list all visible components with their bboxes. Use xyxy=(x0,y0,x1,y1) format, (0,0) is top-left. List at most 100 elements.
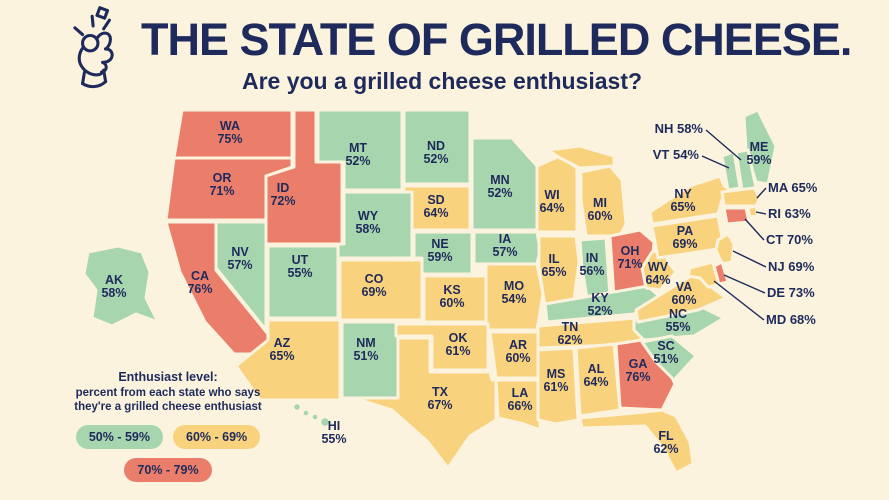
state-shape-hi xyxy=(311,413,319,421)
callout-label-ri: RI 63% xyxy=(768,206,811,221)
state-label-al: AL 64% xyxy=(583,362,608,389)
state-label-va: VA 60% xyxy=(671,280,696,307)
callout-label-nj: NJ 69% xyxy=(768,259,815,274)
state-shape-hi xyxy=(302,409,310,417)
callout-line-nj xyxy=(732,250,767,268)
state-label-wy: WY 58% xyxy=(355,209,380,236)
state-shape-wv xyxy=(640,248,678,292)
state-label-ny: NY 65% xyxy=(670,187,695,214)
state-shape-va xyxy=(634,272,728,324)
callout-line-ct xyxy=(744,218,765,241)
state-label-nv: NV 57% xyxy=(227,245,252,272)
state-label-mi: MI 60% xyxy=(587,196,612,223)
state-shape-ok xyxy=(394,322,490,372)
state-label-la: LA 66% xyxy=(507,386,532,413)
state-label-ca: CA 76% xyxy=(187,269,212,296)
state-shape-al xyxy=(574,342,622,418)
callout-label-vt: VT 54% xyxy=(653,147,700,162)
callout-label-nh: NH 58% xyxy=(655,121,704,136)
legend-bucket-60-69: 60% - 69% xyxy=(173,424,261,449)
state-label-fl: FL 62% xyxy=(653,429,678,456)
state-label-wa: WA 75% xyxy=(217,119,242,146)
state-shape-wi xyxy=(535,154,579,234)
legend-bucket-70-79: 70% - 79% xyxy=(124,457,212,482)
state-label-ks: KS 60% xyxy=(439,283,464,310)
callout-line-md xyxy=(713,280,765,321)
legend-heading: Enthusiast level: xyxy=(118,370,218,384)
state-label-ky: KY 52% xyxy=(587,291,612,318)
state-label-pa: PA 69% xyxy=(672,224,697,251)
state-shape-hi xyxy=(292,402,302,412)
state-shape-ma xyxy=(720,186,762,208)
state-shape-de xyxy=(712,260,730,286)
state-shape-ak xyxy=(82,244,160,328)
state-label-wv: WV 64% xyxy=(645,260,670,287)
state-label-ga: GA 76% xyxy=(625,357,650,384)
legend-buckets: 50% - 59% 60% - 69% 70% - 79% xyxy=(64,424,272,482)
state-label-co: CO 69% xyxy=(361,272,386,299)
state-label-ms: MS 61% xyxy=(543,367,568,394)
state-label-tn: TN 62% xyxy=(557,320,582,347)
legend-description-line1: percent from each state who says xyxy=(75,387,261,399)
state-shape-ms xyxy=(536,346,580,426)
state-shape-mt xyxy=(316,108,404,192)
callout-line-ma xyxy=(756,187,767,199)
state-label-ne: NE 59% xyxy=(427,237,452,264)
callout-label-md: MD 68% xyxy=(766,312,816,327)
legend-description-line2: they're a grilled cheese enthusiast xyxy=(74,401,262,414)
state-label-mt: MT 52% xyxy=(345,141,370,168)
state-shape-la xyxy=(494,378,542,432)
state-shape-az xyxy=(234,318,342,402)
state-label-oh: OH 71% xyxy=(617,244,642,271)
state-label-mn: MN 52% xyxy=(487,173,512,200)
state-shape-ri xyxy=(746,204,760,219)
page-title: THE STATE OF GRILLED CHEESE. xyxy=(141,14,852,65)
state-shape-co xyxy=(338,258,424,322)
legend: Enthusiast level: percent from each stat… xyxy=(64,370,272,482)
page-subtitle: Are you a grilled cheese enthusiast? xyxy=(241,68,643,94)
state-label-in: IN 56% xyxy=(579,251,604,278)
callout-line-vt xyxy=(701,155,730,169)
state-shape-mi xyxy=(579,164,628,238)
state-label-mo: MO 54% xyxy=(501,279,526,306)
chefs-kiss-hand-icon xyxy=(73,6,114,89)
state-label-me: ME 59% xyxy=(746,140,771,167)
state-label-ak: AK 58% xyxy=(101,273,126,300)
state-shape-vt xyxy=(720,150,742,192)
state-label-nm: NM 51% xyxy=(353,336,378,363)
callout-line-ri xyxy=(755,211,767,215)
state-shape-tx xyxy=(352,336,498,470)
state-shape-mo xyxy=(484,262,545,332)
state-label-ut: UT 55% xyxy=(287,253,312,280)
state-label-sc: SC 51% xyxy=(653,339,678,366)
state-shape-hi xyxy=(319,416,331,428)
state-shape-ut xyxy=(266,244,340,320)
callout-line-nh xyxy=(705,129,742,161)
callout-label-de: DE 73% xyxy=(767,285,815,300)
state-label-ok: OK 61% xyxy=(445,331,470,358)
state-label-nd: ND 52% xyxy=(423,139,448,166)
state-label-tx: TX 67% xyxy=(427,385,452,412)
state-label-or: OR 71% xyxy=(209,171,234,198)
callout-label-ma: MA 65% xyxy=(768,180,818,195)
state-label-nc: NC 55% xyxy=(665,307,690,334)
state-shape-nd xyxy=(402,108,472,186)
state-label-sd: SD 64% xyxy=(423,193,448,220)
state-shape-nj xyxy=(714,232,736,266)
state-label-hi: HI 55% xyxy=(321,419,346,446)
state-label-ar: AR 60% xyxy=(505,338,530,365)
legend-bucket-50-59: 50% - 59% xyxy=(75,424,163,449)
state-shape-fl xyxy=(578,408,695,475)
state-shape-mi-upper xyxy=(546,144,616,170)
state-label-az: AZ 65% xyxy=(269,336,294,363)
state-shape-ct xyxy=(722,206,751,226)
callout-label-ct: CT 70% xyxy=(766,232,813,247)
callout-line-de xyxy=(723,274,766,294)
state-label-il: IL 65% xyxy=(541,252,566,279)
state-label-ia: IA 57% xyxy=(492,232,517,259)
state-shape-sc xyxy=(640,334,698,382)
state-label-wi: WI 64% xyxy=(539,188,564,215)
state-label-id: ID 72% xyxy=(270,181,295,208)
